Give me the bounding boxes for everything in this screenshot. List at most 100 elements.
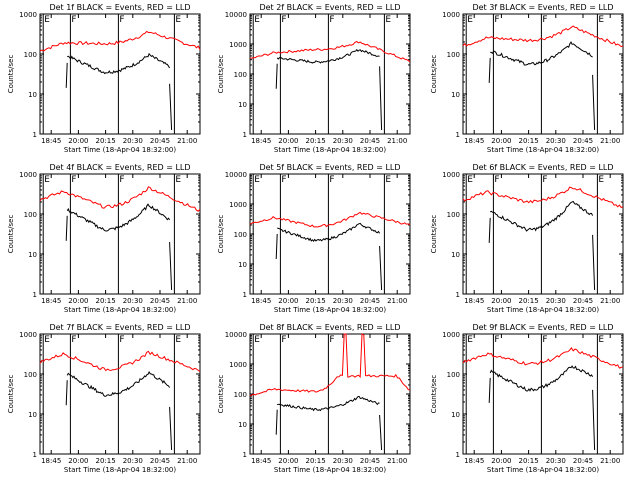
- events-series-line: [67, 52, 171, 75]
- y-tick-label: 10000: [225, 11, 247, 19]
- y-tick-label: 1: [243, 451, 247, 459]
- x-axis-label: Start Time (18-Apr-04 18:32:00): [64, 146, 176, 154]
- events-series-start: [275, 63, 278, 89]
- y-tick-label: 1: [33, 451, 37, 459]
- event-marker-label: E: [467, 175, 473, 185]
- panel-9: Det 9f BLACK = Events, RED = LLD Counts/s…: [430, 323, 624, 474]
- events-series-start: [488, 377, 491, 403]
- event-marker-label: E: [598, 335, 604, 345]
- x-tick-label: 20:45: [573, 297, 593, 305]
- y-tick-label: 1: [243, 131, 247, 139]
- panel-title: Det 2f BLACK = Events, RED = LLD: [259, 3, 400, 12]
- y-tick-label: 1000: [442, 171, 460, 179]
- x-tick-label: 20:30: [123, 457, 143, 465]
- x-tick-label: 20:30: [123, 137, 143, 145]
- y-tick-label: 100: [234, 231, 247, 239]
- y-axis-label: Counts/sec: [430, 215, 438, 254]
- y-tick-label: 1000: [442, 11, 460, 19]
- y-tick-label: 10: [451, 251, 460, 259]
- events-series-dropoff: [169, 406, 173, 451]
- x-axis-label: Start Time (18-Apr-04 18:32:00): [64, 306, 176, 314]
- y-tick-label: 10: [238, 421, 247, 429]
- events-series-line: [489, 365, 594, 392]
- x-tick-label: 21:00: [600, 137, 620, 145]
- y-tick-label: 1: [33, 291, 37, 299]
- x-tick-label: 20:45: [150, 457, 170, 465]
- events-series-start: [488, 217, 491, 243]
- x-tick-label: 18:45: [251, 137, 271, 145]
- panel-title: Det 9f BLACK = Events, RED = LLD: [472, 323, 613, 332]
- x-tick-label: 20:00: [278, 297, 298, 305]
- events-series-line: [277, 395, 380, 412]
- x-tick-label: 20:45: [360, 137, 380, 145]
- x-tick-label: 21:00: [177, 137, 197, 145]
- x-axis-label: Start Time (18-Apr-04 18:32:00): [487, 466, 599, 474]
- lld-series-line: [462, 347, 624, 369]
- y-axis-label: Counts/sec: [7, 55, 15, 94]
- x-axis-label: Start Time (18-Apr-04 18:32:00): [64, 466, 176, 474]
- plot-frame: [249, 333, 411, 455]
- event-marker-label: E: [254, 175, 260, 185]
- events-series-start: [275, 409, 278, 435]
- event-marker-label: F: [119, 175, 124, 185]
- y-tick-label: 100: [24, 51, 37, 59]
- events-series-dropoff: [169, 241, 173, 291]
- event-marker-label: F: [542, 175, 547, 185]
- events-series-line: [276, 48, 380, 64]
- panel-title: Det 1f BLACK = Events, RED = LLD: [49, 3, 190, 12]
- x-tick-label: 20:15: [519, 457, 539, 465]
- events-series-line: [489, 200, 594, 232]
- x-tick-label: 18:45: [464, 297, 484, 305]
- event-marker-label: F: [119, 335, 124, 345]
- event-marker-label: F: [71, 335, 76, 345]
- x-tick-label: 20:15: [96, 137, 116, 145]
- x-tick-label: 20:15: [306, 137, 326, 145]
- event-marker-label: F: [281, 175, 286, 185]
- panel-7: Det 7f BLACK = Events, RED = LLD Counts/s…: [7, 323, 201, 474]
- plot-frame: [39, 173, 201, 295]
- event-marker-label: E: [467, 15, 473, 25]
- x-tick-label: 20:30: [333, 457, 353, 465]
- y-axis-label: Counts/sec: [217, 215, 225, 254]
- x-axis-label: Start Time (18-Apr-04 18:32:00): [274, 466, 386, 474]
- x-tick-label: 20:30: [546, 297, 566, 305]
- event-marker-label: F: [281, 335, 286, 345]
- y-tick-label: 1000: [19, 331, 37, 339]
- x-tick-label: 20:00: [68, 297, 88, 305]
- event-marker-label: F: [71, 15, 76, 25]
- events-series-dropoff: [592, 234, 596, 291]
- y-tick-label: 1: [456, 131, 460, 139]
- x-tick-label: 20:00: [68, 457, 88, 465]
- y-tick-label: 100: [24, 211, 37, 219]
- lld-series-line: [39, 30, 201, 52]
- x-tick-label: 20:30: [123, 297, 143, 305]
- event-marker-label: F: [119, 15, 124, 25]
- y-axis-label: Counts/sec: [217, 375, 225, 414]
- event-marker-label: F: [329, 15, 334, 25]
- event-marker-label: E: [598, 175, 604, 185]
- plot-frame: [462, 173, 624, 295]
- x-tick-label: 20:45: [573, 457, 593, 465]
- y-tick-label: 100: [447, 371, 460, 379]
- x-tick-label: 20:00: [68, 137, 88, 145]
- y-tick-label: 1000: [19, 171, 37, 179]
- panel-6: Det 6f BLACK = Events, RED = LLD Counts/s…: [430, 163, 624, 314]
- x-tick-label: 18:45: [41, 457, 61, 465]
- x-tick-label: 18:45: [464, 137, 484, 145]
- x-tick-label: 21:00: [600, 457, 620, 465]
- y-tick-label: 1000: [229, 201, 247, 209]
- y-tick-label: 100: [234, 71, 247, 79]
- lld-series-line: [462, 25, 624, 48]
- panel-2: Det 2f BLACK = Events, RED = LLD Counts/s…: [217, 3, 411, 154]
- x-tick-label: 20:30: [333, 297, 353, 305]
- event-marker-label: E: [385, 15, 391, 25]
- x-tick-label: 20:45: [360, 297, 380, 305]
- x-tick-label: 20:00: [491, 297, 511, 305]
- event-marker-label: E: [175, 335, 181, 345]
- x-axis-label: Start Time (18-Apr-04 18:32:00): [274, 146, 386, 154]
- event-marker-label: F: [542, 15, 547, 25]
- y-tick-label: 10: [451, 411, 460, 419]
- x-tick-label: 21:00: [387, 457, 407, 465]
- x-tick-label: 18:45: [41, 137, 61, 145]
